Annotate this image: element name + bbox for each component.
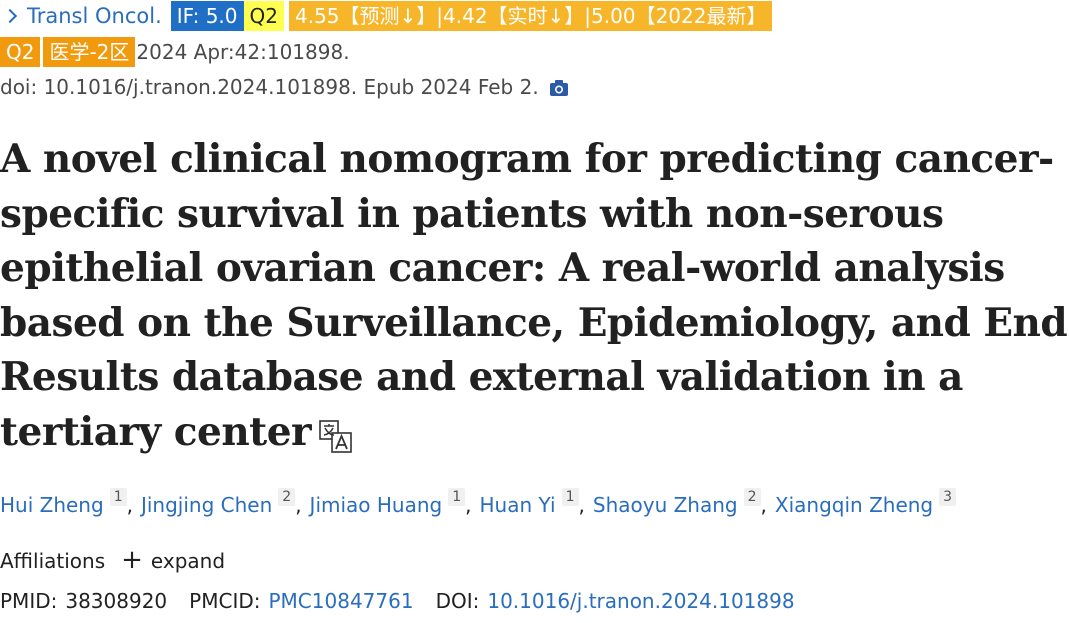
author-link[interactable]: Huan Yi — [479, 493, 556, 517]
impact-factor-badge[interactable]: IF: 5.0 — [170, 1, 244, 31]
journal-name: Transl Oncol. — [27, 4, 162, 28]
chevron-right-icon — [2, 8, 18, 24]
plus-icon[interactable]: + — [121, 545, 143, 575]
citation-date-volume: 2024 Apr:42:101898. — [136, 40, 350, 64]
affiliation-marker[interactable]: 1 — [561, 488, 579, 506]
affiliation-marker[interactable]: 1 — [109, 488, 127, 506]
affiliation-marker[interactable]: 3 — [939, 488, 957, 506]
author-link[interactable]: Xiangqin Zheng — [774, 493, 934, 517]
author-link[interactable]: Jingjing Chen — [140, 493, 273, 517]
affiliation-marker[interactable]: 1 — [448, 488, 466, 506]
pmid-label: PMID: — [0, 589, 58, 613]
author-link[interactable]: Jimiao Huang — [309, 493, 443, 517]
pmcid-label: PMCID: — [189, 589, 261, 613]
quartile-badge[interactable]: Q2 — [243, 1, 284, 31]
citation-line-1: Transl Oncol. IF: 5.0 Q2 4.55【预测↓】|4.42【… — [0, 0, 773, 32]
article-title-text: A novel clinical nomogram for predicting… — [0, 136, 1068, 455]
author-list: Hui Zheng 1, Jingjing Chen 2, Jimiao Huang… — [0, 488, 957, 522]
article-title: A novel clinical nomogram for predicting… — [0, 132, 1069, 459]
doi-link[interactable]: 10.1016/j.tranon.2024.101898 — [487, 589, 795, 613]
affiliations-label: Affiliations — [0, 549, 106, 573]
pmcid-link[interactable]: PMC10847761 — [268, 589, 414, 613]
citation-line-3: doi: 10.1016/j.tranon.2024.101898. Epub … — [0, 72, 569, 102]
citation-line-2: Q2 医学-2区 2024 Apr:42:101898. — [0, 36, 350, 68]
metrics-badge[interactable]: 4.55【预测↓】|4.42【实时↓】|5.00【2022最新】 — [288, 1, 773, 31]
author-link[interactable]: Shaoyu Zhang — [592, 493, 738, 517]
pmid-value: 38308920 — [65, 589, 168, 613]
affiliations-row: Affiliations + expand — [0, 544, 225, 578]
journal-link[interactable]: Transl Oncol. — [2, 4, 162, 28]
author-link[interactable]: Hui Zheng — [0, 493, 104, 517]
category-badge[interactable]: 医学-2区 — [43, 37, 136, 67]
camera-icon[interactable] — [549, 78, 569, 96]
identifiers-row: PMID: 38308920 PMCID: PMC10847761 DOI: 1… — [0, 584, 817, 618]
quartile-badge-2[interactable]: Q2 — [0, 37, 41, 67]
doi-label: DOI: — [435, 589, 480, 613]
affiliation-marker[interactable]: 2 — [278, 488, 296, 506]
affiliation-marker[interactable]: 2 — [743, 488, 761, 506]
affiliations-expand-button[interactable]: expand — [150, 549, 226, 573]
citation-doi-epub: doi: 10.1016/j.tranon.2024.101898. Epub … — [0, 75, 539, 99]
translate-icon[interactable] — [319, 414, 353, 453]
